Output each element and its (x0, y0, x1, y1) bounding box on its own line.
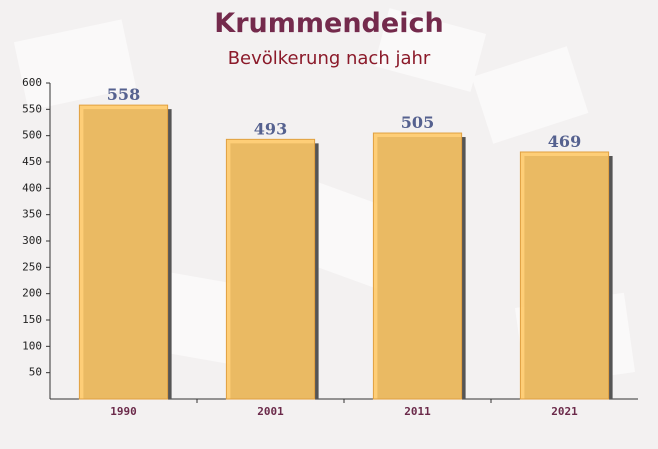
x-tick-label: 2021 (551, 405, 578, 418)
x-tick-label: 2011 (404, 405, 431, 418)
y-tick-label: 50 (29, 366, 42, 379)
y-tick-label: 400 (22, 181, 42, 194)
value-label: 558 (107, 85, 140, 104)
y-tick-label: 450 (22, 155, 42, 168)
y-tick-label: 350 (22, 208, 42, 221)
y-tick-label: 550 (22, 102, 42, 115)
chart-title: Krummendeich (214, 8, 443, 39)
value-label: 469 (548, 132, 581, 151)
x-tick-label: 1990 (110, 405, 137, 418)
y-tick-label: 300 (22, 234, 42, 247)
y-tick-label: 600 (22, 76, 42, 89)
y-tick-label: 200 (22, 287, 42, 300)
chart-subtitle: Bevölkerung nach jahr (228, 48, 431, 69)
y-tick-label: 500 (22, 129, 42, 142)
value-label: 505 (401, 113, 434, 132)
bar (519, 151, 610, 400)
bar (78, 104, 169, 400)
y-tick-label: 100 (22, 339, 42, 352)
y-tick-label: 250 (22, 260, 42, 273)
x-tick-label: 2001 (257, 405, 284, 418)
y-tick-label: 150 (22, 313, 42, 326)
bar (372, 132, 463, 400)
value-label: 493 (254, 119, 287, 138)
bar (225, 138, 316, 400)
